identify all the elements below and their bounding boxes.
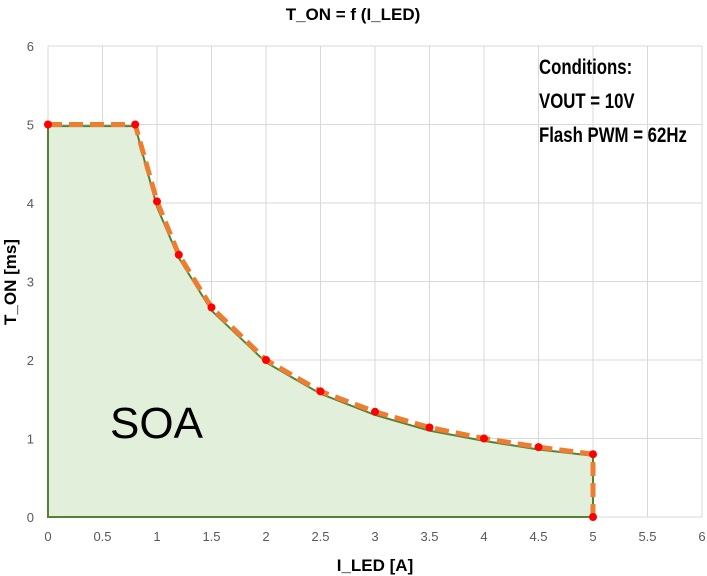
data-point xyxy=(316,387,325,396)
x-tick-label: 3.5 xyxy=(420,529,438,544)
soa-region-label: SOA xyxy=(110,399,204,448)
y-axis-label: T_ON [ms] xyxy=(1,239,20,325)
x-tick-label: 0.5 xyxy=(93,529,111,544)
x-tick-label: 0 xyxy=(44,529,51,544)
data-point xyxy=(589,513,597,521)
data-point xyxy=(425,423,434,432)
x-axis-label: I_LED [A] xyxy=(337,556,414,575)
y-tick-label: 1 xyxy=(27,432,34,447)
conditions-line: Conditions: xyxy=(539,56,632,79)
x-tick-label: 4 xyxy=(480,529,487,544)
data-point xyxy=(534,443,543,452)
y-tick-label: 2 xyxy=(27,353,34,368)
conditions-line: VOUT = 10V xyxy=(539,90,635,113)
x-tick-label: 3 xyxy=(371,529,378,544)
y-tick-label: 6 xyxy=(27,39,34,54)
x-tick-label: 5.5 xyxy=(638,529,656,544)
data-point xyxy=(262,356,270,364)
data-point xyxy=(480,434,488,443)
data-point xyxy=(153,197,161,206)
data-point xyxy=(44,120,52,129)
x-tick-label: 1.5 xyxy=(202,529,220,544)
y-tick-label: 0 xyxy=(27,510,34,525)
data-point xyxy=(589,450,597,459)
data-point xyxy=(371,407,379,416)
y-tick-label: 3 xyxy=(27,275,34,290)
data-point xyxy=(131,120,140,129)
x-tick-label: 2.5 xyxy=(311,529,329,544)
y-tick-label: 4 xyxy=(27,196,34,211)
x-tick-label: 5 xyxy=(589,529,596,544)
tick-labels: 0 0.5 1 1.5 2 2.5 3 3.5 4 4.5 5 5.5 6 0 1 2 3 4 5 6 xyxy=(27,39,706,544)
data-point xyxy=(174,250,183,259)
chart-title: T_ON = f (I_LED) xyxy=(286,5,421,24)
x-tick-label: 4.5 xyxy=(529,529,547,544)
x-tick-label: 1 xyxy=(153,529,160,544)
conditions-line: Flash PWM = 62Hz xyxy=(539,124,687,147)
conditions-annotation: Conditions: VOUT = 10V Flash PWM = 62Hz xyxy=(539,56,687,147)
x-tick-label: 2 xyxy=(262,529,269,544)
data-point xyxy=(207,303,216,312)
y-tick-label: 5 xyxy=(27,118,34,133)
series-layer xyxy=(44,120,597,521)
x-tick-label: 6 xyxy=(698,529,705,544)
